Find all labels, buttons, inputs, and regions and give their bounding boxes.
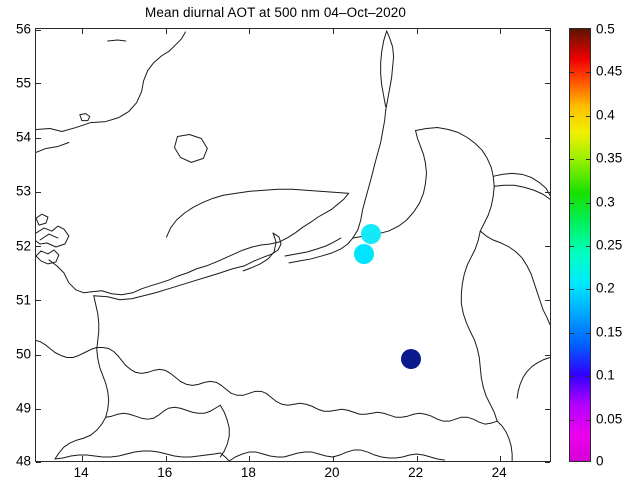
basemap-outlines (36, 30, 550, 461)
ytick-right-54 (545, 137, 550, 139)
cb-tick-right-0.45 (586, 72, 590, 74)
cb-label-0.3: 0.3 (596, 194, 615, 210)
ytick-label-51: 51 (15, 292, 31, 308)
data-point-site-1[interactable] (361, 223, 382, 244)
ytick-label-55: 55 (15, 75, 31, 91)
ytick-right-52 (545, 246, 550, 247)
ytick-right-51 (545, 300, 550, 302)
ytick-label-56: 56 (15, 21, 31, 36)
cb-label-0.05: 0.05 (596, 411, 623, 427)
xtick-top-24 (500, 29, 502, 34)
ytick-label-50: 50 (15, 346, 31, 362)
xtick-label-20: 20 (324, 465, 340, 480)
y-axis-labels: 56 55 54 53 52 51 50 49 48 (0, 0, 31, 480)
data-point-site-3[interactable] (401, 348, 422, 369)
xtick-top-16 (165, 29, 167, 34)
cb-tick-right-0.15 (586, 332, 590, 334)
cb-tick-right-0.35 (586, 159, 590, 161)
cb-label-0: 0 (596, 453, 604, 469)
xtick-label-18: 18 (240, 465, 256, 480)
cb-label-0.15: 0.15 (596, 324, 623, 340)
xtick-label-14: 14 (73, 465, 89, 480)
xtick-label-24: 24 (491, 465, 507, 480)
cb-tick-0.2 (570, 289, 574, 291)
data-point-site-2[interactable] (353, 244, 374, 265)
xtick-top-14 (82, 29, 84, 34)
ytick-label-52: 52 (15, 238, 31, 253)
xtick-22 (416, 456, 418, 461)
xtick-label-22: 22 (408, 465, 424, 480)
ytick-label-54: 54 (15, 129, 31, 145)
xtick-top-22 (416, 29, 418, 34)
cb-tick-0.05 (570, 419, 574, 421)
xtick-18 (249, 456, 251, 461)
ytick-48 (36, 462, 41, 463)
map-plot-area (35, 28, 551, 463)
cb-tick-0.1 (570, 376, 574, 378)
ytick-label-53: 53 (15, 183, 31, 199)
ytick-right-48 (545, 462, 550, 463)
cb-tick-0.35 (570, 159, 574, 161)
ytick-54 (36, 137, 41, 139)
cb-tick-right-0.4 (586, 115, 590, 117)
ytick-56 (36, 29, 41, 31)
ytick-52 (36, 246, 41, 247)
ytick-right-55 (545, 83, 550, 85)
ytick-55 (36, 83, 41, 85)
ytick-right-53 (545, 191, 550, 193)
cb-tick-right-0.3 (586, 202, 590, 204)
cb-label-0.1: 0.1 (596, 367, 615, 383)
cb-label-0.45: 0.45 (596, 63, 623, 79)
cb-label-0.25: 0.25 (596, 237, 623, 253)
ytick-right-56 (545, 29, 550, 31)
cb-tick-right-0.2 (586, 289, 590, 291)
ytick-label-49: 49 (15, 400, 31, 416)
ytick-49 (36, 408, 41, 410)
xtick-16 (165, 456, 167, 461)
cb-tick-0.25 (570, 246, 574, 247)
cb-tick-0.3 (570, 202, 574, 204)
cb-label-0.35: 0.35 (596, 150, 623, 166)
cb-label-0.2: 0.2 (596, 280, 615, 296)
ytick-label-48: 48 (15, 453, 31, 469)
page-title: Mean diurnal AOT at 500 nm 04–Oct–2020 (145, 5, 406, 20)
xtick-top-18 (249, 29, 251, 34)
cb-tick-right-0.05 (586, 419, 590, 421)
ytick-51 (36, 300, 41, 302)
xtick-14 (82, 456, 84, 461)
xtick-label-16: 16 (157, 465, 173, 480)
cb-label-0.4: 0.4 (596, 107, 615, 123)
cb-label-0.5: 0.5 (596, 21, 615, 37)
cb-tick-right-0.25 (586, 246, 590, 247)
ytick-53 (36, 191, 41, 193)
cb-tick-right-0.1 (586, 376, 590, 378)
xtick-top-20 (333, 29, 334, 34)
cb-tick-0.45 (570, 72, 574, 74)
ytick-50 (36, 354, 41, 356)
colorbar[interactable] (569, 28, 591, 462)
cb-tick-0.15 (570, 332, 574, 334)
xtick-24 (500, 456, 502, 461)
colorbar-gradient (570, 29, 590, 461)
xtick-20 (333, 456, 334, 461)
ytick-right-49 (545, 408, 550, 410)
cb-tick-0.4 (570, 115, 574, 117)
ytick-right-50 (545, 354, 550, 356)
